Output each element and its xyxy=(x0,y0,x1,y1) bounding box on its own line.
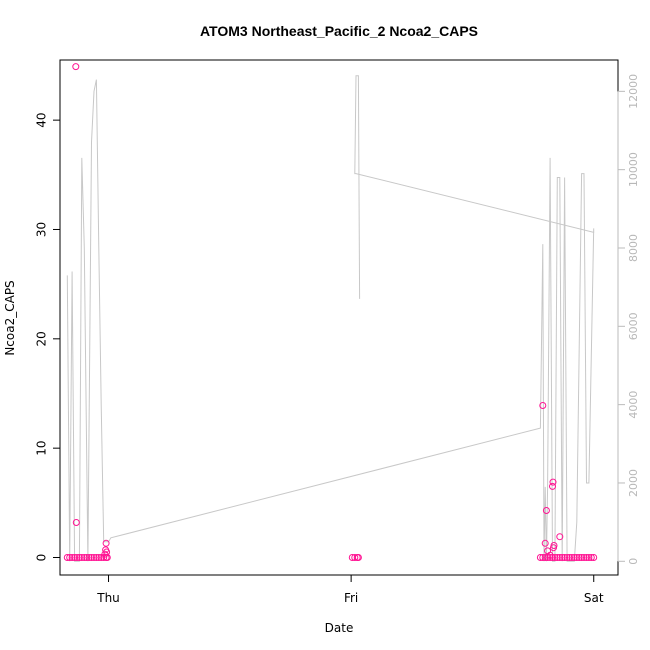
data-point-1 xyxy=(66,554,74,561)
left-tick-label-2: 20 xyxy=(35,331,49,346)
data-point-29 xyxy=(539,554,547,561)
x-tick-label-1: Fri xyxy=(344,591,358,605)
x-tick-label-0: Thu xyxy=(96,591,120,605)
data-point-53 xyxy=(542,507,550,514)
data-point-18 xyxy=(101,550,109,558)
data-point-20 xyxy=(102,539,110,547)
right-tick-label-3: 6000 xyxy=(627,312,640,340)
data-point-49 xyxy=(587,554,595,561)
data-point-6 xyxy=(78,554,86,561)
data-point-57 xyxy=(549,478,557,486)
data-point-46 xyxy=(580,554,588,561)
data-point-33 xyxy=(549,554,556,561)
left-y-axis: 0 10 20 30 40 xyxy=(35,112,60,562)
y-axis-label: Ncoa2_CAPS xyxy=(3,280,17,355)
data-point-10 xyxy=(88,554,95,561)
data-point-2 xyxy=(68,554,76,561)
data-point-3 xyxy=(71,554,79,561)
data-point-27 xyxy=(354,554,362,561)
data-point-38 xyxy=(561,554,569,561)
left-tick-label-1: 10 xyxy=(35,441,49,456)
data-point-47 xyxy=(583,554,590,561)
data-point-0 xyxy=(63,554,71,561)
right-tick-label-5: 10000 xyxy=(627,152,640,187)
data-point-56 xyxy=(549,482,556,490)
left-axis-point-series xyxy=(63,63,598,561)
data-point-40 xyxy=(566,554,573,561)
data-point-50 xyxy=(590,554,598,561)
data-point-23 xyxy=(72,519,80,526)
right-tick-label-0: 0 xyxy=(627,558,640,565)
data-point-9 xyxy=(85,554,93,561)
x-axis: Thu Fri Sat xyxy=(96,575,604,605)
data-point-41 xyxy=(568,554,576,561)
right-axis-line-series xyxy=(66,75,595,562)
left-tick-label-4: 40 xyxy=(35,112,49,127)
data-point-21 xyxy=(103,548,111,556)
data-point-55 xyxy=(546,551,554,559)
data-point-37 xyxy=(558,554,566,561)
data-point-48 xyxy=(585,554,593,561)
data-point-5 xyxy=(75,554,83,561)
data-point-22 xyxy=(72,63,80,71)
data-point-8 xyxy=(83,554,91,561)
data-point-28 xyxy=(536,554,544,561)
data-point-35 xyxy=(553,554,561,561)
data-point-43 xyxy=(573,554,581,561)
data-point-44 xyxy=(575,554,583,561)
data-point-11 xyxy=(90,554,98,561)
left-tick-label-0: 0 xyxy=(35,554,49,562)
right-tick-label-4: 8000 xyxy=(627,234,640,262)
data-point-12 xyxy=(92,554,100,561)
data-point-42 xyxy=(570,554,578,561)
data-point-59 xyxy=(550,542,558,549)
data-point-60 xyxy=(556,533,564,541)
data-point-32 xyxy=(546,554,554,561)
right-tick-label-1: 2000 xyxy=(627,469,640,497)
line-path xyxy=(66,75,595,562)
data-point-13 xyxy=(95,554,103,561)
right-tick-label-2: 4000 xyxy=(627,391,640,419)
chart-title: ATOM3 Northeast_Pacific_2 Ncoa2_CAPS xyxy=(200,23,478,39)
data-point-36 xyxy=(556,554,564,561)
data-point-39 xyxy=(563,554,571,561)
data-point-4 xyxy=(73,554,81,561)
data-point-25 xyxy=(351,554,359,561)
right-tick-label-6: 12000 xyxy=(627,74,640,109)
data-point-45 xyxy=(578,554,586,561)
x-tick-label-2: Sat xyxy=(584,591,604,605)
data-point-15 xyxy=(100,554,108,561)
plot-frame xyxy=(59,59,619,576)
data-point-51 xyxy=(539,402,547,409)
data-point-52 xyxy=(541,539,549,547)
right-y-axis: 0 2000 4000 6000 8000 10000 12000 xyxy=(617,74,640,565)
left-tick-label-3: 30 xyxy=(35,222,49,237)
data-point-7 xyxy=(80,554,88,561)
x-axis-label: Date xyxy=(325,621,354,635)
